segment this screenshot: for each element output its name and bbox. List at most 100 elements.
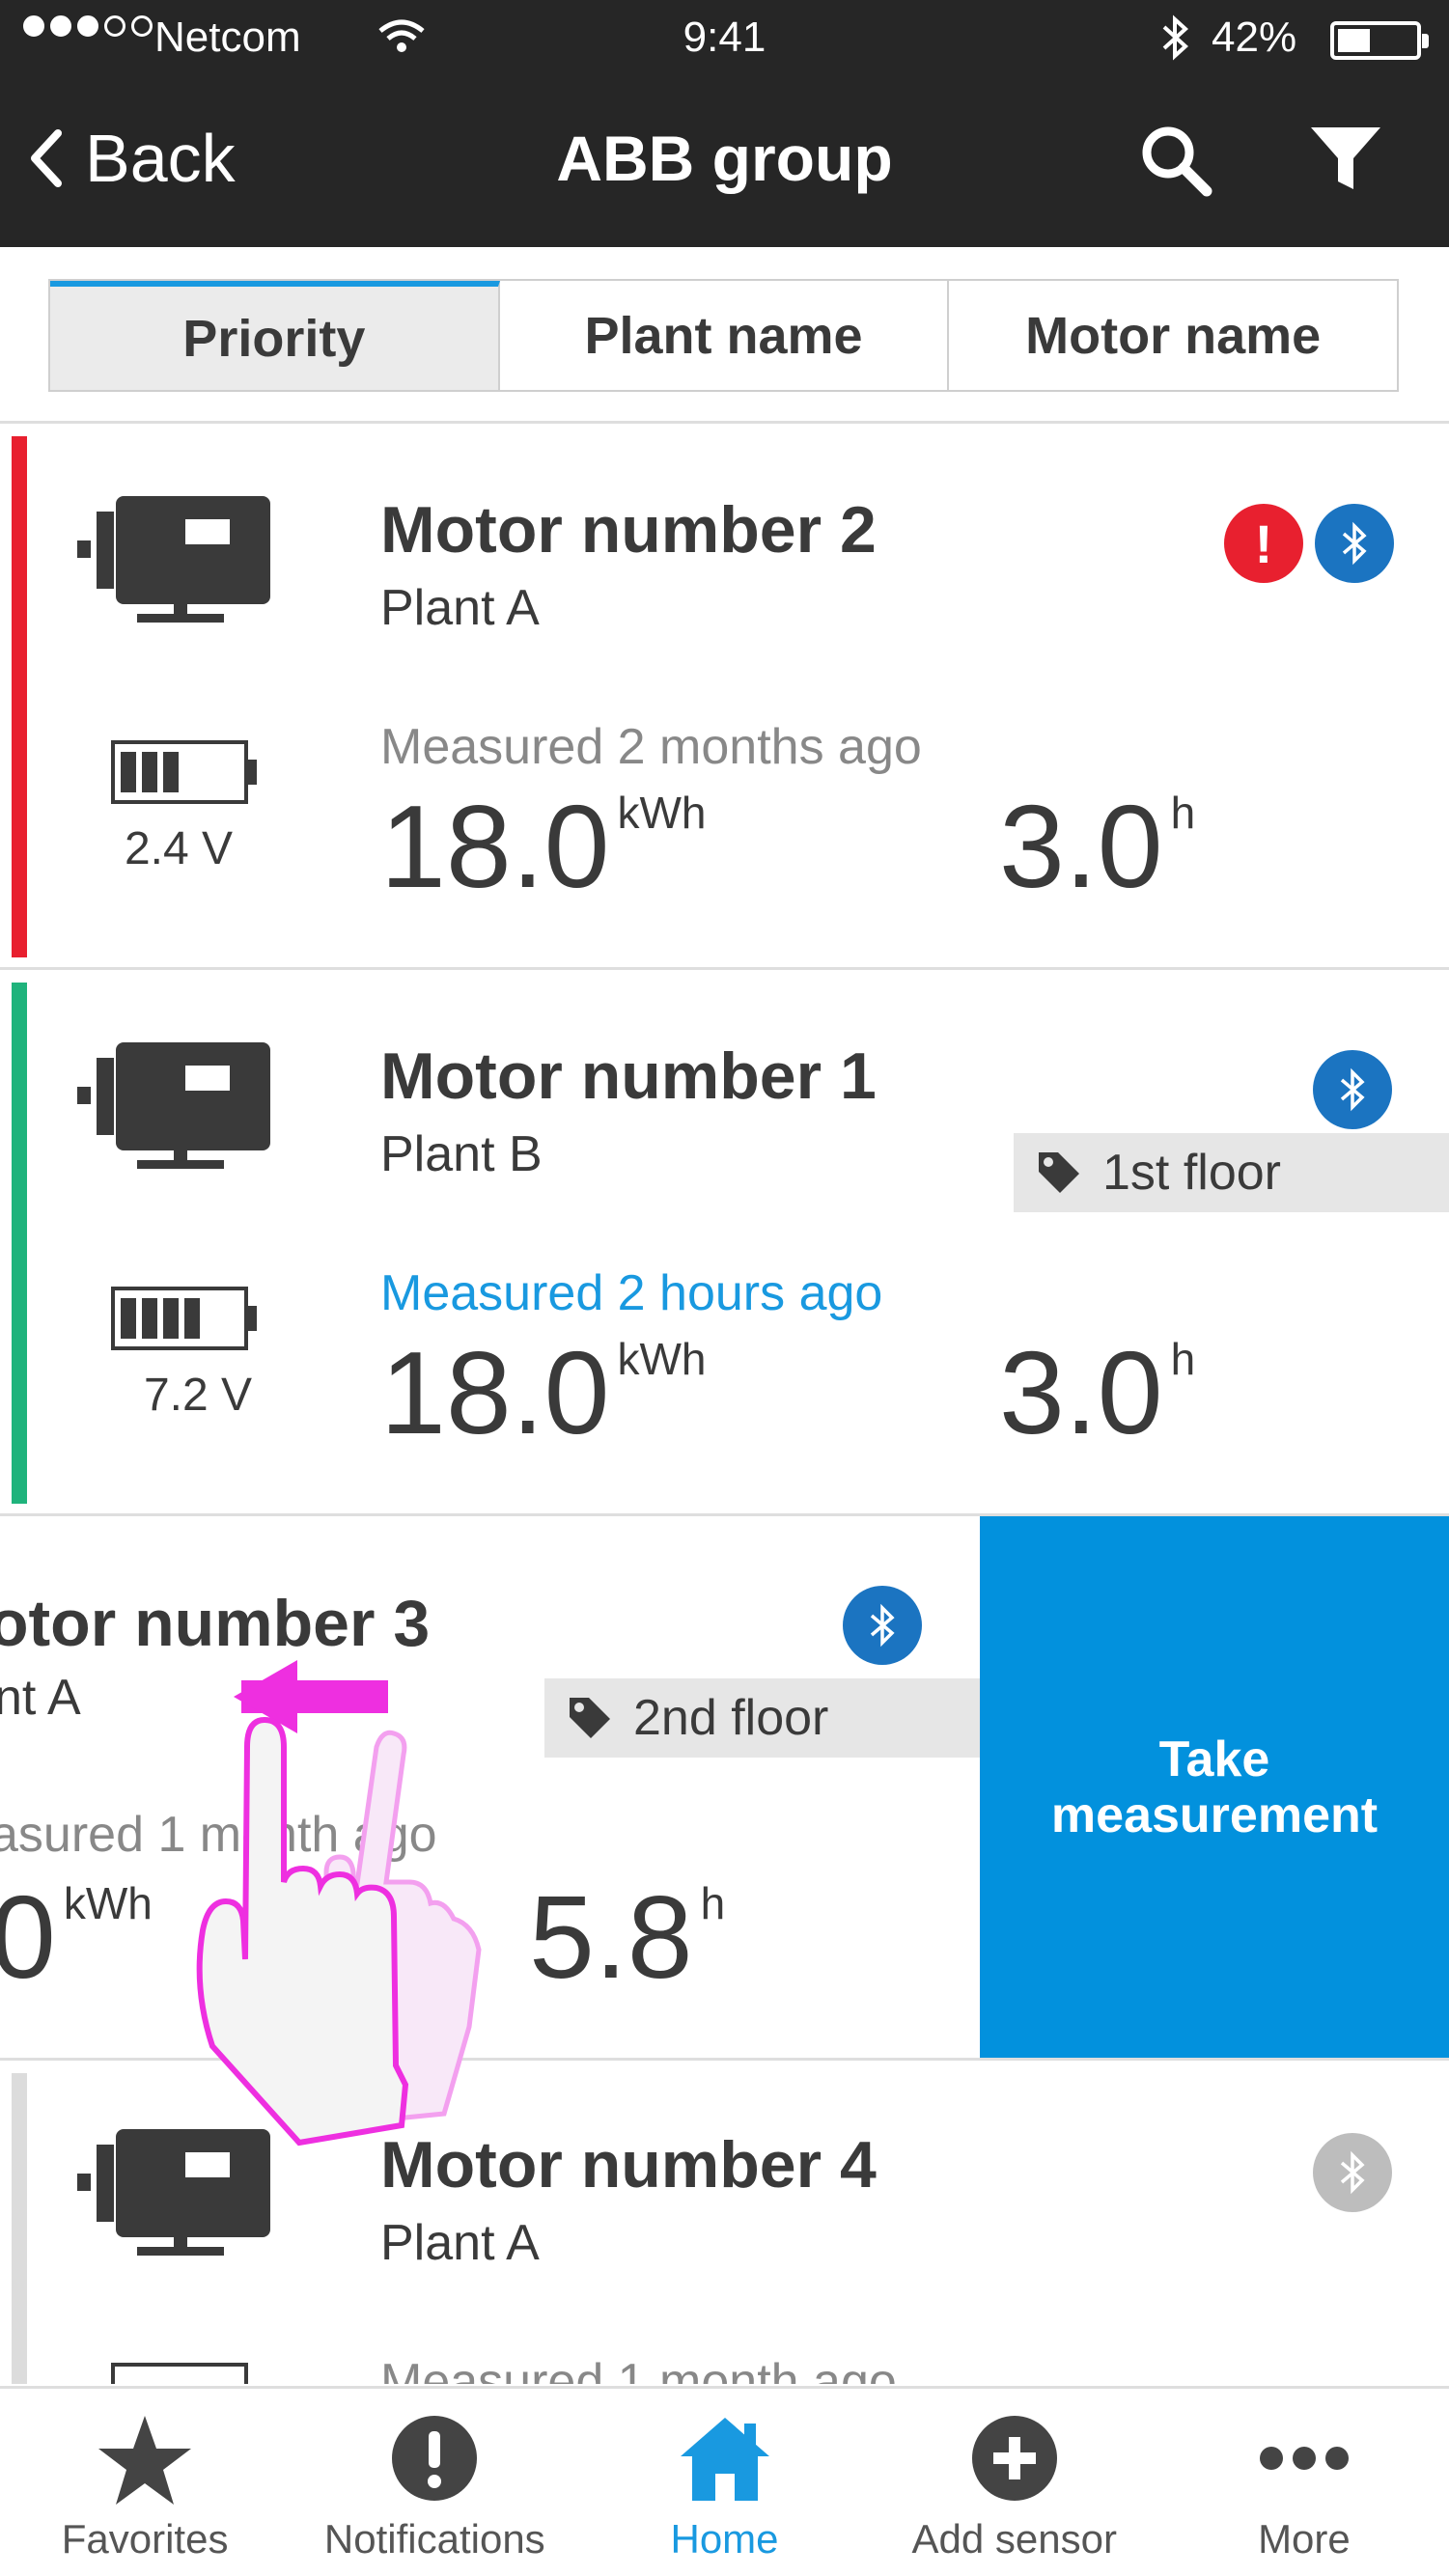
tab-add-sensor[interactable]: Add sensor: [870, 2389, 1159, 2576]
battery-percent: 42%: [1212, 14, 1297, 61]
motor-icon: [77, 1042, 270, 1169]
location-tag: 1st floor: [1014, 1133, 1449, 1212]
hours-unit: h: [700, 1878, 726, 1928]
hours-value: 5.8 h: [529, 1870, 725, 2005]
plant-name: Plant A: [380, 580, 540, 636]
priority-indicator: [12, 983, 27, 1504]
tab-priority[interactable]: Priority: [50, 281, 500, 390]
bottom-tab-bar: Favorites Notifications Home Add sensor …: [0, 2386, 1449, 2576]
energy-number: 0: [0, 1871, 56, 2003]
energy-value: 0 kWh: [0, 1870, 153, 2005]
bluetooth-icon: [1313, 1050, 1392, 1129]
divider: [0, 967, 1449, 970]
page-title: ABB group: [556, 123, 893, 194]
hours-number: 3.0: [999, 781, 1163, 912]
bluetooth-icon: [843, 1586, 922, 1665]
bluetooth-icon: [1315, 504, 1394, 583]
filter-button[interactable]: [1309, 125, 1382, 198]
motor-card[interactable]: Motor number 1 Plant B 1st floor 7.2 V M…: [0, 983, 1449, 1523]
hours-number: 3.0: [999, 1327, 1163, 1458]
hours-unit: h: [1170, 1334, 1196, 1384]
plant-name: Plant A: [380, 2215, 540, 2271]
tag-icon: [1039, 1152, 1079, 1193]
battery-icon: [1330, 21, 1429, 60]
status-badges: [1313, 1050, 1392, 1129]
motor-name: Motor number 4: [380, 2128, 877, 2202]
plus-icon: [971, 2416, 1057, 2501]
battery-bar: [163, 752, 179, 792]
home-icon: [680, 2418, 769, 2501]
motor-name: otor number 3: [0, 1587, 431, 1660]
energy-number: 18.0: [380, 781, 610, 912]
battery-voltage: 7.2 V: [143, 1370, 253, 1421]
measured-time: Measured 1 month ago: [380, 2354, 897, 2384]
signal-strength-icon: [23, 15, 153, 37]
clock: 9:41: [683, 14, 766, 61]
motor-icon: [77, 496, 270, 623]
energy-value: 18.0 kWh: [380, 779, 706, 914]
plant-name: Plant B: [380, 1126, 543, 1182]
motor-name: Motor number 1: [380, 1039, 877, 1113]
battery-bar: [121, 1298, 136, 1339]
back-label: Back: [85, 121, 236, 196]
priority-indicator: [12, 2073, 27, 2384]
tab-home[interactable]: Home: [579, 2389, 869, 2576]
tag-icon: [570, 1698, 610, 1738]
plant-name: nt A: [0, 1670, 81, 1726]
measured-time: Measured 2 hours ago: [380, 1265, 883, 1321]
search-button[interactable]: [1139, 124, 1212, 202]
take-measurement-button[interactable]: Take measurement: [980, 1516, 1449, 2058]
motor-name: Motor number 2: [380, 493, 877, 567]
back-button[interactable]: Back: [29, 120, 236, 197]
tab-motor-name[interactable]: Motor name: [1025, 306, 1322, 365]
hours-value: 3.0 h: [999, 779, 1195, 914]
divider: [0, 421, 1449, 424]
tab-more[interactable]: More: [1159, 2389, 1449, 2576]
tab-label: Add sensor: [911, 2516, 1117, 2562]
measured-time: Measured 2 months ago: [380, 719, 922, 775]
hours-unit: h: [1170, 788, 1196, 838]
swipe-gesture-hand-icon: [196, 1660, 482, 2147]
battery-level-icon: [111, 1287, 257, 1350]
hours-number: 5.8: [529, 1871, 693, 2003]
energy-number: 18.0: [380, 1327, 610, 1458]
tab-label: Home: [670, 2516, 779, 2562]
battery-bar: [142, 752, 157, 792]
filter-icon: [1311, 127, 1380, 189]
chevron-left-icon: [31, 129, 62, 187]
battery-bar: [142, 1298, 157, 1339]
bluetooth-icon: [1313, 2133, 1392, 2212]
carrier-name: Netcom: [154, 14, 301, 61]
search-icon: [1142, 126, 1212, 197]
energy-unit: kWh: [617, 788, 707, 838]
battery-level-icon: [111, 2363, 248, 2384]
priority-indicator: [12, 436, 27, 957]
battery-voltage: 2.4 V: [124, 823, 234, 874]
wifi-icon: [376, 17, 427, 67]
more-icon: [1259, 2447, 1349, 2470]
motor-card[interactable]: Motor number 2 Plant A ! 2.4 V Measured …: [0, 436, 1449, 977]
top-bar: Netcom 9:41 42% Back ABB group: [0, 0, 1449, 247]
sort-segmented-control: Priority Plant name Motor name: [48, 279, 1399, 392]
motor-card-swiped[interactable]: otor number 3 nt A 2nd floor asured 1 mo…: [0, 1516, 980, 2057]
battery-bar: [163, 1298, 179, 1339]
battery-level-icon: [111, 740, 257, 804]
status-bar: Netcom 9:41 42%: [0, 0, 1449, 77]
status-badges: !: [1224, 504, 1394, 583]
divider: [0, 2058, 1449, 2061]
status-badges: [1313, 2133, 1392, 2212]
location-tag: 2nd floor: [544, 1678, 980, 1758]
battery-bar: [121, 752, 136, 792]
battery-bar: [184, 1298, 200, 1339]
bluetooth-status-icon: [1158, 14, 1193, 72]
star-icon: [98, 2416, 192, 2505]
tag-label: 2nd floor: [633, 1690, 829, 1746]
energy-value: 18.0 kWh: [380, 1325, 706, 1460]
tab-plant-name[interactable]: Plant name: [500, 281, 950, 390]
motor-card[interactable]: Motor number 4 Plant A Measured 1 month …: [0, 2073, 1449, 2384]
tab-label: Notifications: [323, 2516, 545, 2562]
status-badges: [843, 1586, 922, 1665]
motor-icon: [77, 2129, 270, 2256]
tab-notifications[interactable]: Notifications: [290, 2389, 579, 2576]
tab-favorites[interactable]: Favorites: [0, 2389, 290, 2576]
